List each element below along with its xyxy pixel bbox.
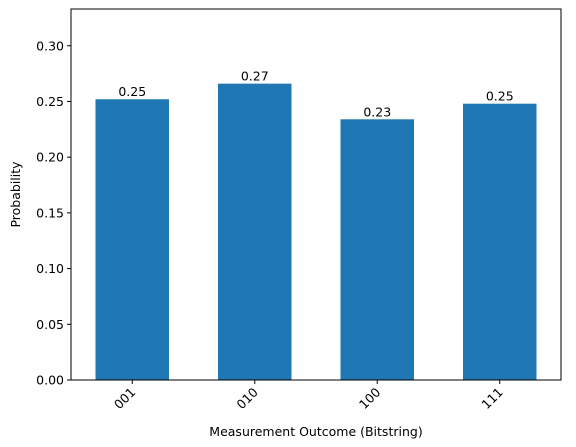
y-tick-label-3: 0.15 <box>36 205 64 220</box>
bars-group <box>95 83 537 381</box>
y-tick-label-6: 0.30 <box>36 38 64 53</box>
x-tick-label-100: 100 <box>356 384 384 412</box>
y-tick-label-0: 0.00 <box>36 373 64 388</box>
x-tick-label-001: 001 <box>111 385 138 412</box>
x-axis: 001 010 100 111 <box>111 380 506 412</box>
data-labels-group: 0.25 0.27 0.23 0.25 <box>118 69 513 120</box>
y-axis: 0.00 0.05 0.10 0.15 0.20 0.25 0.30 <box>36 38 71 388</box>
bar-001 <box>95 99 169 381</box>
bar-100 <box>340 119 414 380</box>
y-tick-label-5: 0.25 <box>36 94 64 109</box>
y-axis-label: Probability <box>8 161 23 228</box>
x-axis-label: Measurement Outcome (Bitstring) <box>209 424 422 439</box>
data-label-001: 0.25 <box>118 84 146 99</box>
data-label-010: 0.27 <box>241 69 269 84</box>
y-tick-label-2: 0.10 <box>36 261 64 276</box>
bar-010 <box>218 83 292 381</box>
y-tick-label-1: 0.05 <box>36 317 64 332</box>
data-label-100: 0.23 <box>363 104 391 119</box>
x-tick-label-111: 111 <box>478 385 505 412</box>
y-tick-label-4: 0.20 <box>36 150 64 165</box>
plot-frame <box>70 8 562 381</box>
x-tick-label-010: 010 <box>233 384 261 412</box>
data-label-111: 0.25 <box>486 89 514 104</box>
bar-111 <box>463 103 537 380</box>
